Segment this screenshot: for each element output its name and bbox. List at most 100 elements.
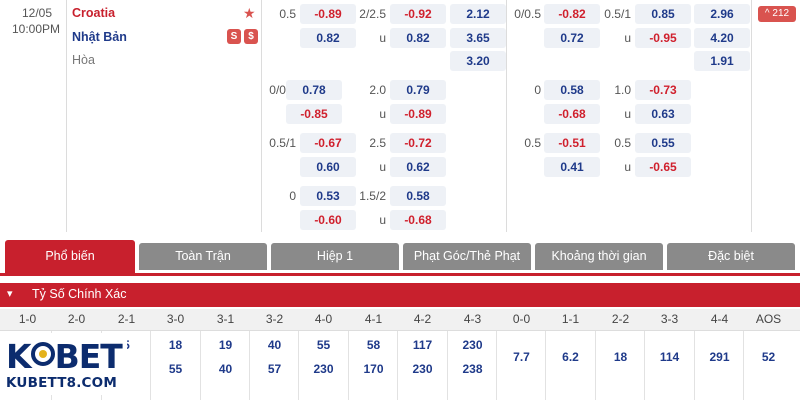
tab-pho-bien[interactable]: Phổ biến (5, 240, 135, 273)
h1-ou-under-odds[interactable]: 0.63 (635, 104, 691, 124)
chevron-down-icon[interactable]: ▾ (7, 288, 13, 300)
match-date: 12/05 (21, 6, 52, 20)
h1-hdp-line: 0/0.5 (514, 7, 541, 21)
draw-label: Hòa (72, 53, 95, 67)
score-header-4-1: 4-1 (364, 312, 383, 326)
score-home-odds[interactable]: 230 (462, 338, 483, 352)
score-away-odds[interactable]: 230 (313, 362, 334, 376)
ft-ou-under-label: u (379, 31, 386, 45)
column-divider (496, 331, 497, 400)
h1-1x2-home[interactable]: 2.96 (694, 4, 750, 24)
ft-hdp-away-odds[interactable]: -0.60 (300, 210, 356, 230)
score-draw-odds[interactable]: 291 (709, 350, 730, 364)
ft-1x2-home[interactable]: 2.12 (450, 4, 506, 24)
ft-hdp-away-odds[interactable]: -0.85 (286, 104, 342, 124)
score-home-odds[interactable]: 40 (267, 338, 282, 352)
h1-hdp-away-odds[interactable]: -0.68 (544, 104, 600, 124)
more-markets-button[interactable]: ^ 212 (758, 6, 796, 22)
h1-ou-line: 1.0 (614, 83, 631, 97)
score-draw-odds[interactable]: 18 (613, 350, 628, 364)
score-header-3-3: 3-3 (660, 312, 679, 326)
tab-toan-tran[interactable]: Toàn Trận (139, 243, 267, 270)
ft-hdp-home-odds[interactable]: 0.53 (300, 186, 356, 206)
correct-score-header[interactable]: ▾ Tỷ Số Chính Xác (0, 283, 800, 307)
section-title: Tỷ Số Chính Xác (32, 287, 127, 301)
chevron-up-icon: ^ (764, 8, 770, 19)
score-draw-odds[interactable]: 52 (761, 350, 776, 364)
ft-ou-line: 2.0 (369, 83, 386, 97)
ft-1x2-away[interactable]: 3.65 (450, 28, 506, 48)
ft-ou-over-odds[interactable]: -0.72 (390, 133, 446, 153)
h1-ou-over-odds[interactable]: 0.55 (635, 133, 691, 153)
score-header-aos: AOS (755, 312, 782, 326)
h1-hdp-away-odds[interactable]: 0.72 (544, 28, 600, 48)
h1-1x2-away[interactable]: 4.20 (694, 28, 750, 48)
h1-ou-under-odds[interactable]: -0.65 (635, 157, 691, 177)
score-away-odds[interactable]: 170 (363, 362, 384, 376)
score-draw-odds[interactable]: 114 (659, 350, 680, 364)
ft-hdp-home-odds[interactable]: -0.67 (300, 133, 356, 153)
ft-ou-over-odds[interactable]: -0.92 (390, 4, 446, 24)
score-away-odds[interactable]: 55 (168, 362, 183, 376)
h1-ou-under-odds[interactable]: -0.95 (635, 28, 691, 48)
ft-hdp-away-odds[interactable]: 0.60 (300, 157, 356, 177)
h1-1x2-draw[interactable]: 1.91 (694, 51, 750, 71)
column-divider (397, 331, 398, 400)
score-header-row: 1-0 2-0 2-1 3-0 3-1 3-2 4-0 4-1 4-2 4-3 0-0 1-1 2-2 3… (0, 309, 800, 331)
stats-icon[interactable]: S (227, 29, 241, 44)
score-home-odds[interactable]: 58 (366, 338, 381, 352)
score-away-odds[interactable]: 57 (267, 362, 282, 376)
watermark-brand: K BET (6, 337, 123, 376)
ft-ou-line: 2.5 (369, 136, 386, 150)
h1-ou-over-odds[interactable]: 0.85 (635, 4, 691, 24)
column-divider (249, 331, 250, 400)
ft-hdp-line: 0.5/1 (269, 136, 296, 150)
h1-hdp-line: 0.5 (524, 136, 541, 150)
ft-ou-under-odds[interactable]: 0.82 (390, 28, 446, 48)
h1-ou-over-odds[interactable]: -0.73 (635, 80, 691, 100)
h1-hdp-home-odds[interactable]: -0.51 (544, 133, 600, 153)
ft-ou-under-odds[interactable]: 0.62 (390, 157, 446, 177)
tab-phat-goc-the-phat[interactable]: Phạt Góc/Thẻ Phạt (403, 243, 531, 270)
divider (261, 0, 262, 232)
ft-ou-under-label: u (379, 160, 386, 174)
home-team[interactable]: Croatia (72, 6, 116, 20)
cash-out-icon[interactable]: $ (244, 29, 258, 44)
ft-ou-over-odds[interactable]: 0.58 (390, 186, 446, 206)
score-home-odds[interactable]: 18 (168, 338, 183, 352)
ft-1x2-draw[interactable]: 3.20 (450, 51, 506, 71)
ft-hdp-line: 0 (289, 189, 296, 203)
tab-dac-biet[interactable]: Đặc biệt (667, 243, 795, 270)
score-header-3-1: 3-1 (216, 312, 235, 326)
ft-ou-under-odds[interactable]: -0.89 (390, 104, 446, 124)
score-away-odds[interactable]: 230 (412, 362, 433, 376)
more-markets-count: 212 (772, 8, 790, 19)
score-home-odds[interactable]: 117 (412, 338, 433, 352)
score-header-4-3: 4-3 (463, 312, 482, 326)
column-divider (595, 331, 596, 400)
score-draw-odds[interactable]: 6.2 (562, 350, 579, 364)
ft-hdp-home-odds[interactable]: 0.78 (286, 80, 342, 100)
column-divider (150, 331, 151, 400)
ft-ou-over-odds[interactable]: 0.79 (390, 80, 446, 100)
tab-hiep-1[interactable]: Hiệp 1 (271, 243, 399, 270)
h1-hdp-away-odds[interactable]: 0.41 (544, 157, 600, 177)
tab-khoang-thoi-gian[interactable]: Khoảng thời gian (535, 243, 663, 270)
ft-ou-under-odds[interactable]: -0.68 (390, 210, 446, 230)
score-away-odds[interactable]: 238 (462, 362, 483, 376)
score-home-odds[interactable]: 55 (316, 338, 331, 352)
ft-hdp-away-odds[interactable]: 0.82 (300, 28, 356, 48)
favorite-star-icon[interactable]: ★ (243, 5, 256, 21)
score-home-odds[interactable]: 19 (218, 338, 233, 352)
h1-hdp-home-odds[interactable]: 0.58 (544, 80, 600, 100)
score-header-3-0: 3-0 (166, 312, 185, 326)
score-away-odds[interactable]: 40 (218, 362, 233, 376)
away-team[interactable]: Nhật Bản (72, 30, 127, 44)
ft-ou-line: 2/2.5 (359, 7, 386, 21)
match-time: 10:00PM (12, 22, 61, 36)
score-draw-odds[interactable]: 7.7 (513, 350, 530, 364)
score-header-4-4: 4-4 (710, 312, 729, 326)
ft-hdp-home-odds[interactable]: -0.89 (300, 4, 356, 24)
h1-hdp-home-odds[interactable]: -0.82 (544, 4, 600, 24)
h1-ou-line: 0.5 (614, 136, 631, 150)
